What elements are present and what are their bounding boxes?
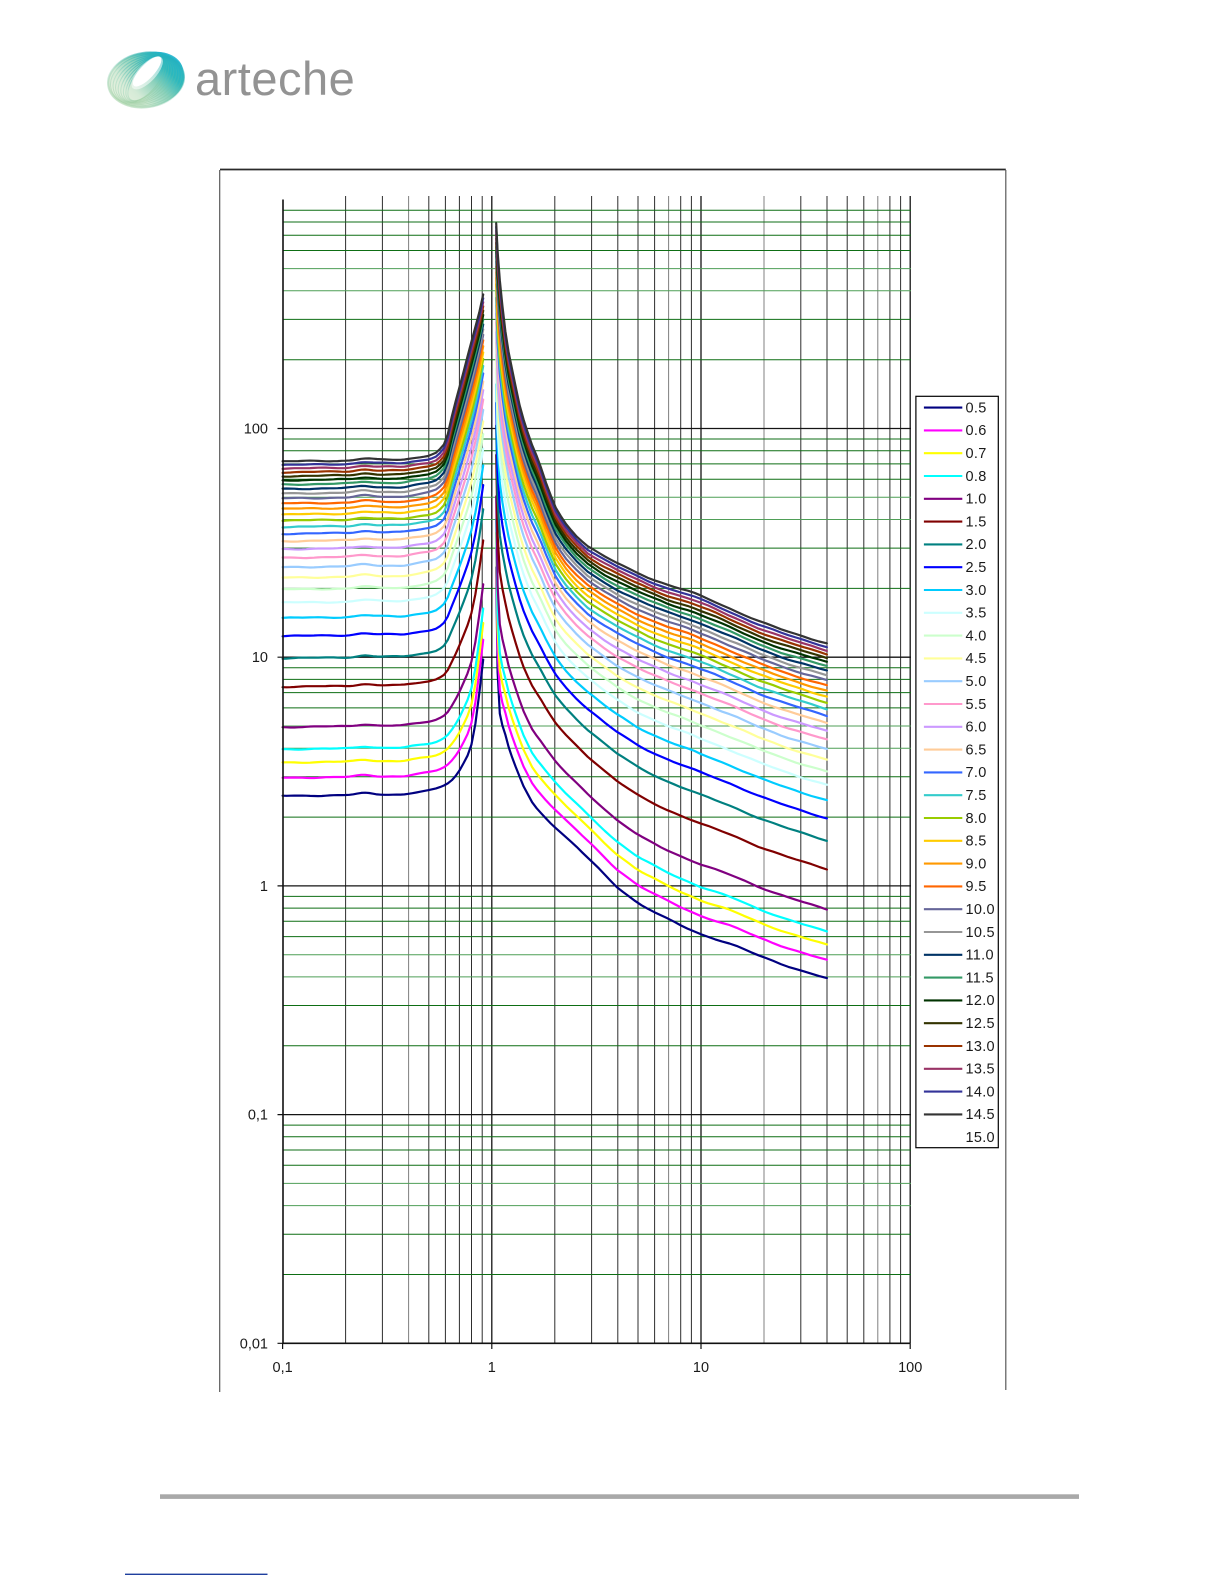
- svg-text:8.0: 8.0: [966, 811, 987, 827]
- svg-text:13.0: 13.0: [966, 1039, 995, 1055]
- svg-text:15.0: 15.0: [966, 1130, 995, 1146]
- svg-text:0.8: 0.8: [966, 469, 987, 485]
- svg-text:3.0: 3.0: [966, 583, 987, 599]
- svg-text:0,1: 0,1: [273, 1360, 293, 1376]
- svg-text:0,01: 0,01: [240, 1336, 268, 1352]
- svg-text:2.0: 2.0: [966, 537, 987, 553]
- svg-text:4.5: 4.5: [966, 651, 987, 667]
- svg-text:1: 1: [260, 879, 268, 895]
- svg-text:100: 100: [898, 1360, 922, 1376]
- svg-text:4.0: 4.0: [966, 628, 987, 644]
- svg-text:1: 1: [488, 1360, 496, 1376]
- svg-text:1.5: 1.5: [966, 514, 987, 530]
- svg-text:0.6: 0.6: [966, 423, 987, 439]
- svg-text:2.5: 2.5: [966, 560, 987, 576]
- svg-text:14.5: 14.5: [966, 1107, 995, 1123]
- svg-text:12.0: 12.0: [966, 993, 995, 1009]
- svg-text:12.5: 12.5: [966, 1016, 995, 1032]
- svg-text:100: 100: [244, 422, 268, 438]
- svg-text:3.5: 3.5: [966, 606, 987, 622]
- svg-text:1.0: 1.0: [966, 492, 987, 508]
- svg-text:13.5: 13.5: [966, 1062, 995, 1078]
- svg-text:14.0: 14.0: [966, 1084, 995, 1100]
- svg-text:9.5: 9.5: [966, 879, 987, 895]
- svg-text:8.5: 8.5: [966, 834, 987, 850]
- svg-text:10.5: 10.5: [966, 925, 995, 941]
- svg-text:10: 10: [693, 1360, 709, 1376]
- svg-text:11.5: 11.5: [966, 970, 994, 986]
- svg-text:0.5: 0.5: [966, 400, 987, 416]
- svg-text:7.0: 7.0: [966, 765, 987, 781]
- svg-text:10.0: 10.0: [966, 902, 995, 918]
- svg-text:0,1: 0,1: [248, 1108, 268, 1124]
- svg-text:5.5: 5.5: [966, 697, 987, 713]
- svg-text:10: 10: [252, 650, 268, 666]
- svg-text:0.7: 0.7: [966, 446, 987, 462]
- svg-text:11.0: 11.0: [966, 948, 994, 964]
- svg-text:arteche: arteche: [195, 52, 355, 105]
- svg-text:5.0: 5.0: [966, 674, 987, 690]
- svg-text:6.5: 6.5: [966, 742, 987, 758]
- svg-text:7.5: 7.5: [966, 788, 987, 804]
- svg-text:6.0: 6.0: [966, 720, 987, 736]
- svg-text:9.0: 9.0: [966, 856, 987, 872]
